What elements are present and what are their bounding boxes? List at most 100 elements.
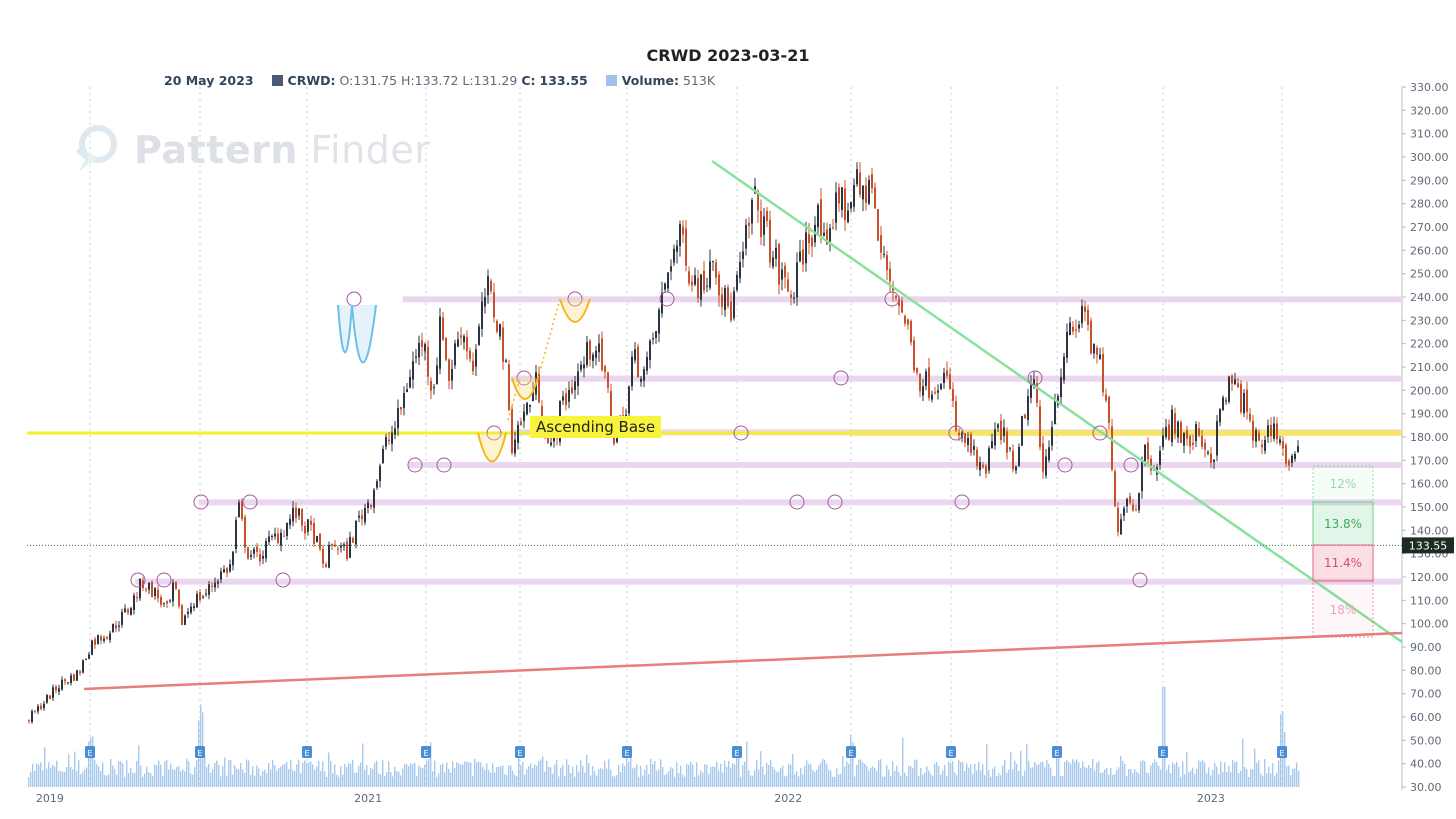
- candle-body: [118, 625, 120, 627]
- candle-body: [127, 609, 129, 613]
- volume-bar: [384, 775, 386, 787]
- candle-body: [841, 187, 843, 210]
- volume-bar: [872, 766, 874, 787]
- candle-body: [169, 600, 171, 602]
- candle-body: [427, 346, 429, 377]
- volume-bar: [988, 769, 990, 787]
- candle-body: [910, 320, 912, 343]
- volume-bar: [408, 765, 410, 787]
- candle-body: [577, 371, 579, 386]
- candle-body: [112, 623, 114, 633]
- volume-bar: [662, 767, 664, 787]
- volume-bar: [668, 770, 670, 787]
- candle-body: [472, 360, 474, 372]
- candle-body: [1108, 396, 1110, 423]
- candle-body: [1168, 424, 1170, 440]
- candle-body: [832, 227, 834, 229]
- volume-bar: [744, 761, 746, 787]
- y-tick-label: 120.00: [1410, 571, 1449, 584]
- candle-body: [805, 232, 807, 264]
- volume-bar: [264, 769, 266, 787]
- candle-body: [763, 216, 765, 235]
- candle-body: [583, 364, 585, 369]
- volume-bar: [40, 762, 42, 787]
- y-tick-label: 90.00: [1410, 641, 1442, 654]
- volume-bar: [342, 774, 344, 787]
- volume-bar: [896, 765, 898, 787]
- volume-bar: [1214, 762, 1216, 787]
- volume-bar: [824, 759, 826, 787]
- volume-bar: [558, 776, 560, 787]
- volume-bar: [1052, 776, 1054, 787]
- volume-bar: [112, 765, 114, 787]
- y-tick-label: 290.00: [1410, 174, 1449, 187]
- volume-bar: [982, 764, 984, 787]
- volume-bar: [866, 765, 868, 787]
- volume-bar: [740, 776, 742, 787]
- volume-bar: [1076, 759, 1078, 787]
- candle-body: [745, 224, 747, 249]
- volume-bar: [1090, 768, 1092, 787]
- volume-bar: [1094, 770, 1096, 787]
- volume-bar: [212, 769, 214, 787]
- candle-body: [565, 393, 567, 406]
- volume-bar: [208, 763, 210, 787]
- volume-bar: [730, 768, 732, 787]
- volume-bar: [714, 767, 716, 787]
- earnings-marker-letter: E: [517, 749, 522, 758]
- candle-body: [163, 602, 165, 604]
- candle-body: [184, 615, 186, 625]
- volume-bar: [620, 772, 622, 787]
- candle-body: [1237, 383, 1239, 387]
- candle-body: [379, 465, 381, 481]
- ascending-support-trendline: [83, 631, 1403, 691]
- candle-body: [1249, 413, 1251, 421]
- volume-bar: [516, 776, 518, 787]
- volume-bar: [194, 766, 196, 787]
- candle-body: [511, 409, 513, 454]
- candle-body: [340, 545, 342, 548]
- candle-body: [478, 326, 480, 345]
- pivot-circle: [948, 425, 964, 441]
- watermark-word-2: Finder: [310, 128, 431, 172]
- volume-bar: [1294, 768, 1296, 787]
- candle-body: [1255, 429, 1257, 442]
- volume-bar: [286, 761, 288, 787]
- volume-bar: [96, 764, 98, 787]
- pivot-circle: [1132, 572, 1148, 588]
- candle-body: [562, 396, 564, 401]
- candle-body: [31, 710, 33, 723]
- volume-bar: [722, 772, 724, 787]
- candle-body: [334, 544, 336, 547]
- candle-body: [811, 237, 813, 247]
- volume-bar: [930, 773, 932, 787]
- pivot-circle: [156, 572, 172, 588]
- candle-body: [700, 274, 702, 300]
- volume-bar: [1188, 772, 1190, 787]
- volume-bar: [630, 749, 632, 787]
- candle-body: [826, 229, 828, 245]
- volume-bar: [594, 771, 596, 787]
- candle-body: [328, 544, 330, 568]
- y-tick-label: 250.00: [1410, 268, 1449, 281]
- volume-bar: [372, 769, 374, 787]
- volume-bar: [818, 765, 820, 787]
- candle-body: [121, 611, 123, 625]
- volume-bar: [182, 769, 184, 787]
- candle-body: [541, 406, 543, 422]
- candle-body: [322, 548, 324, 564]
- volume-bar: [348, 763, 350, 787]
- candle-body: [82, 660, 84, 673]
- level-band-4: [198, 499, 1403, 506]
- volume-bar: [78, 760, 80, 787]
- candle-body: [286, 522, 288, 537]
- ascending-base-label: Ascending Base: [530, 416, 662, 438]
- volume-bar: [1244, 767, 1246, 787]
- volume-bar: [786, 775, 788, 787]
- candle-body: [181, 605, 183, 625]
- volume-bar: [790, 764, 792, 787]
- volume-bar: [1154, 759, 1156, 787]
- volume-bar: [1220, 761, 1222, 787]
- target-percent-2: 11.4%: [1324, 556, 1362, 570]
